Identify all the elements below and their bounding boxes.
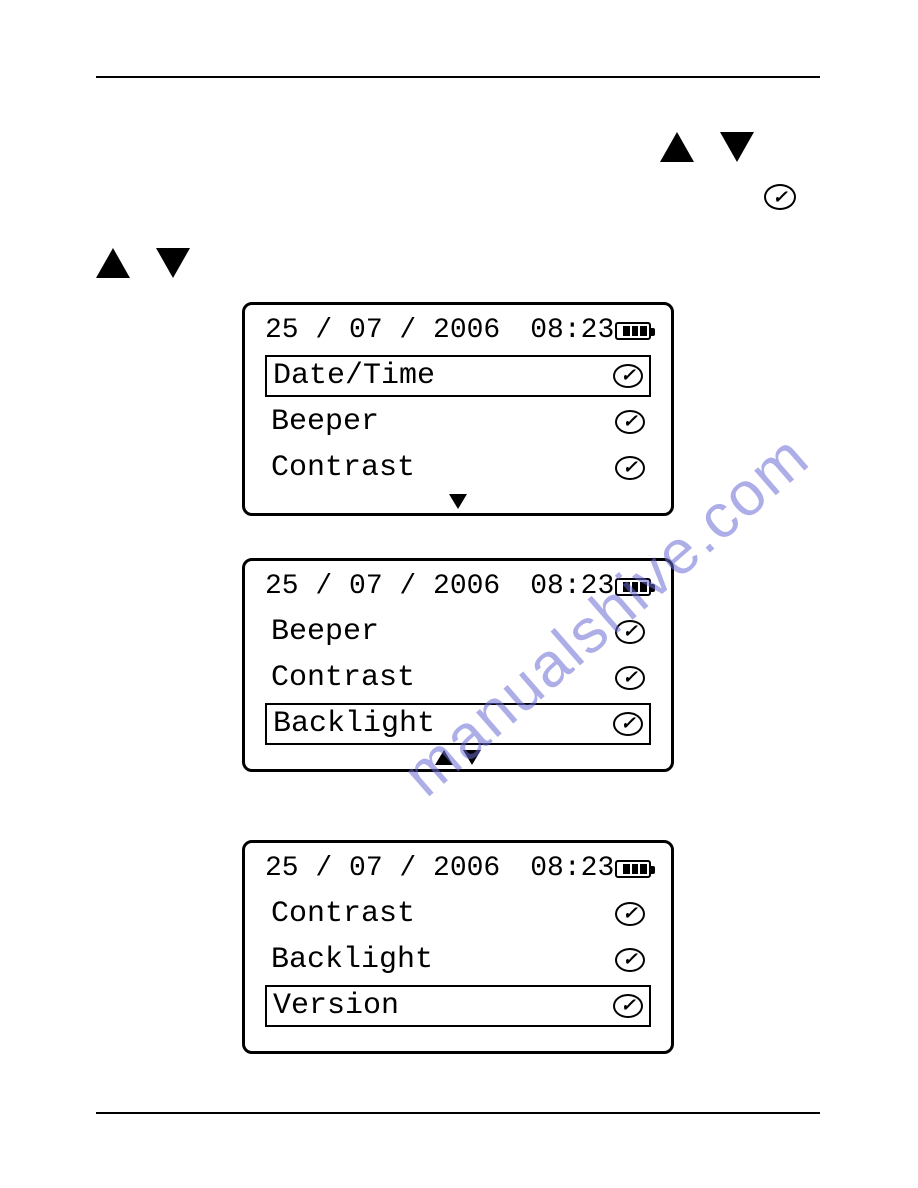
menu-item-backlight[interactable]: Backlight	[265, 703, 651, 745]
check-icon	[613, 994, 643, 1018]
lcd-screen-3: 25 / 07 / 2006 08:23 Contrast Backlight …	[242, 840, 674, 1054]
menu-item-label: Backlight	[271, 943, 615, 977]
menu-item-date-time[interactable]: Date/Time	[265, 355, 651, 397]
menu-item-contrast[interactable]: Contrast	[265, 657, 651, 699]
lcd-screen-2: 25 / 07 / 2006 08:23 Beeper Contrast Bac…	[242, 558, 674, 772]
status-bar: 25 / 07 / 2006 08:23	[265, 853, 651, 884]
check-icon	[615, 902, 645, 926]
lcd-screen-1: 25 / 07 / 2006 08:23 Date/Time Beeper Co…	[242, 302, 674, 516]
status-bar: 25 / 07 / 2006 08:23	[265, 571, 651, 602]
check-icon	[615, 666, 645, 690]
menu-item-contrast[interactable]: Contrast	[265, 447, 651, 489]
status-date: 25 / 07 / 2006	[265, 853, 500, 884]
menu-item-beeper[interactable]: Beeper	[265, 401, 651, 443]
up-arrow-icon[interactable]	[96, 248, 130, 278]
down-arrow-icon[interactable]	[156, 248, 190, 278]
status-time: 08:23	[530, 571, 614, 602]
confirm-icon[interactable]	[764, 184, 796, 210]
menu-item-contrast[interactable]: Contrast	[265, 893, 651, 935]
menu-item-label: Beeper	[271, 405, 615, 439]
menu-item-label: Contrast	[271, 661, 615, 695]
scroll-up-icon	[435, 750, 453, 765]
status-bar: 25 / 07 / 2006 08:23	[265, 315, 651, 346]
battery-icon	[615, 578, 651, 596]
battery-icon	[615, 860, 651, 878]
menu-item-backlight[interactable]: Backlight	[265, 939, 651, 981]
nav-arrows-left	[96, 248, 190, 278]
check-icon	[615, 456, 645, 480]
check-icon	[613, 364, 643, 388]
nav-arrows-top	[660, 132, 754, 162]
scroll-down-icon	[449, 494, 467, 509]
horizontal-rule-bottom	[96, 1112, 820, 1114]
status-date: 25 / 07 / 2006	[265, 571, 500, 602]
check-icon	[615, 620, 645, 644]
status-date: 25 / 07 / 2006	[265, 315, 500, 346]
scroll-indicator	[245, 494, 671, 509]
down-arrow-icon[interactable]	[720, 132, 754, 162]
scroll-down-icon	[463, 750, 481, 765]
battery-icon	[615, 322, 651, 340]
menu-item-label: Date/Time	[273, 359, 613, 393]
menu-item-label: Beeper	[271, 615, 615, 649]
check-icon	[615, 948, 645, 972]
check-icon	[613, 712, 643, 736]
menu-item-label: Contrast	[271, 451, 615, 485]
menu-item-label: Version	[273, 989, 613, 1023]
up-arrow-icon[interactable]	[660, 132, 694, 162]
menu-item-label: Backlight	[273, 707, 613, 741]
menu-item-version[interactable]: Version	[265, 985, 651, 1027]
status-time: 08:23	[530, 315, 614, 346]
status-time: 08:23	[530, 853, 614, 884]
check-icon	[615, 410, 645, 434]
horizontal-rule-top	[96, 76, 820, 78]
scroll-indicator	[245, 750, 671, 765]
menu-item-beeper[interactable]: Beeper	[265, 611, 651, 653]
menu-item-label: Contrast	[271, 897, 615, 931]
